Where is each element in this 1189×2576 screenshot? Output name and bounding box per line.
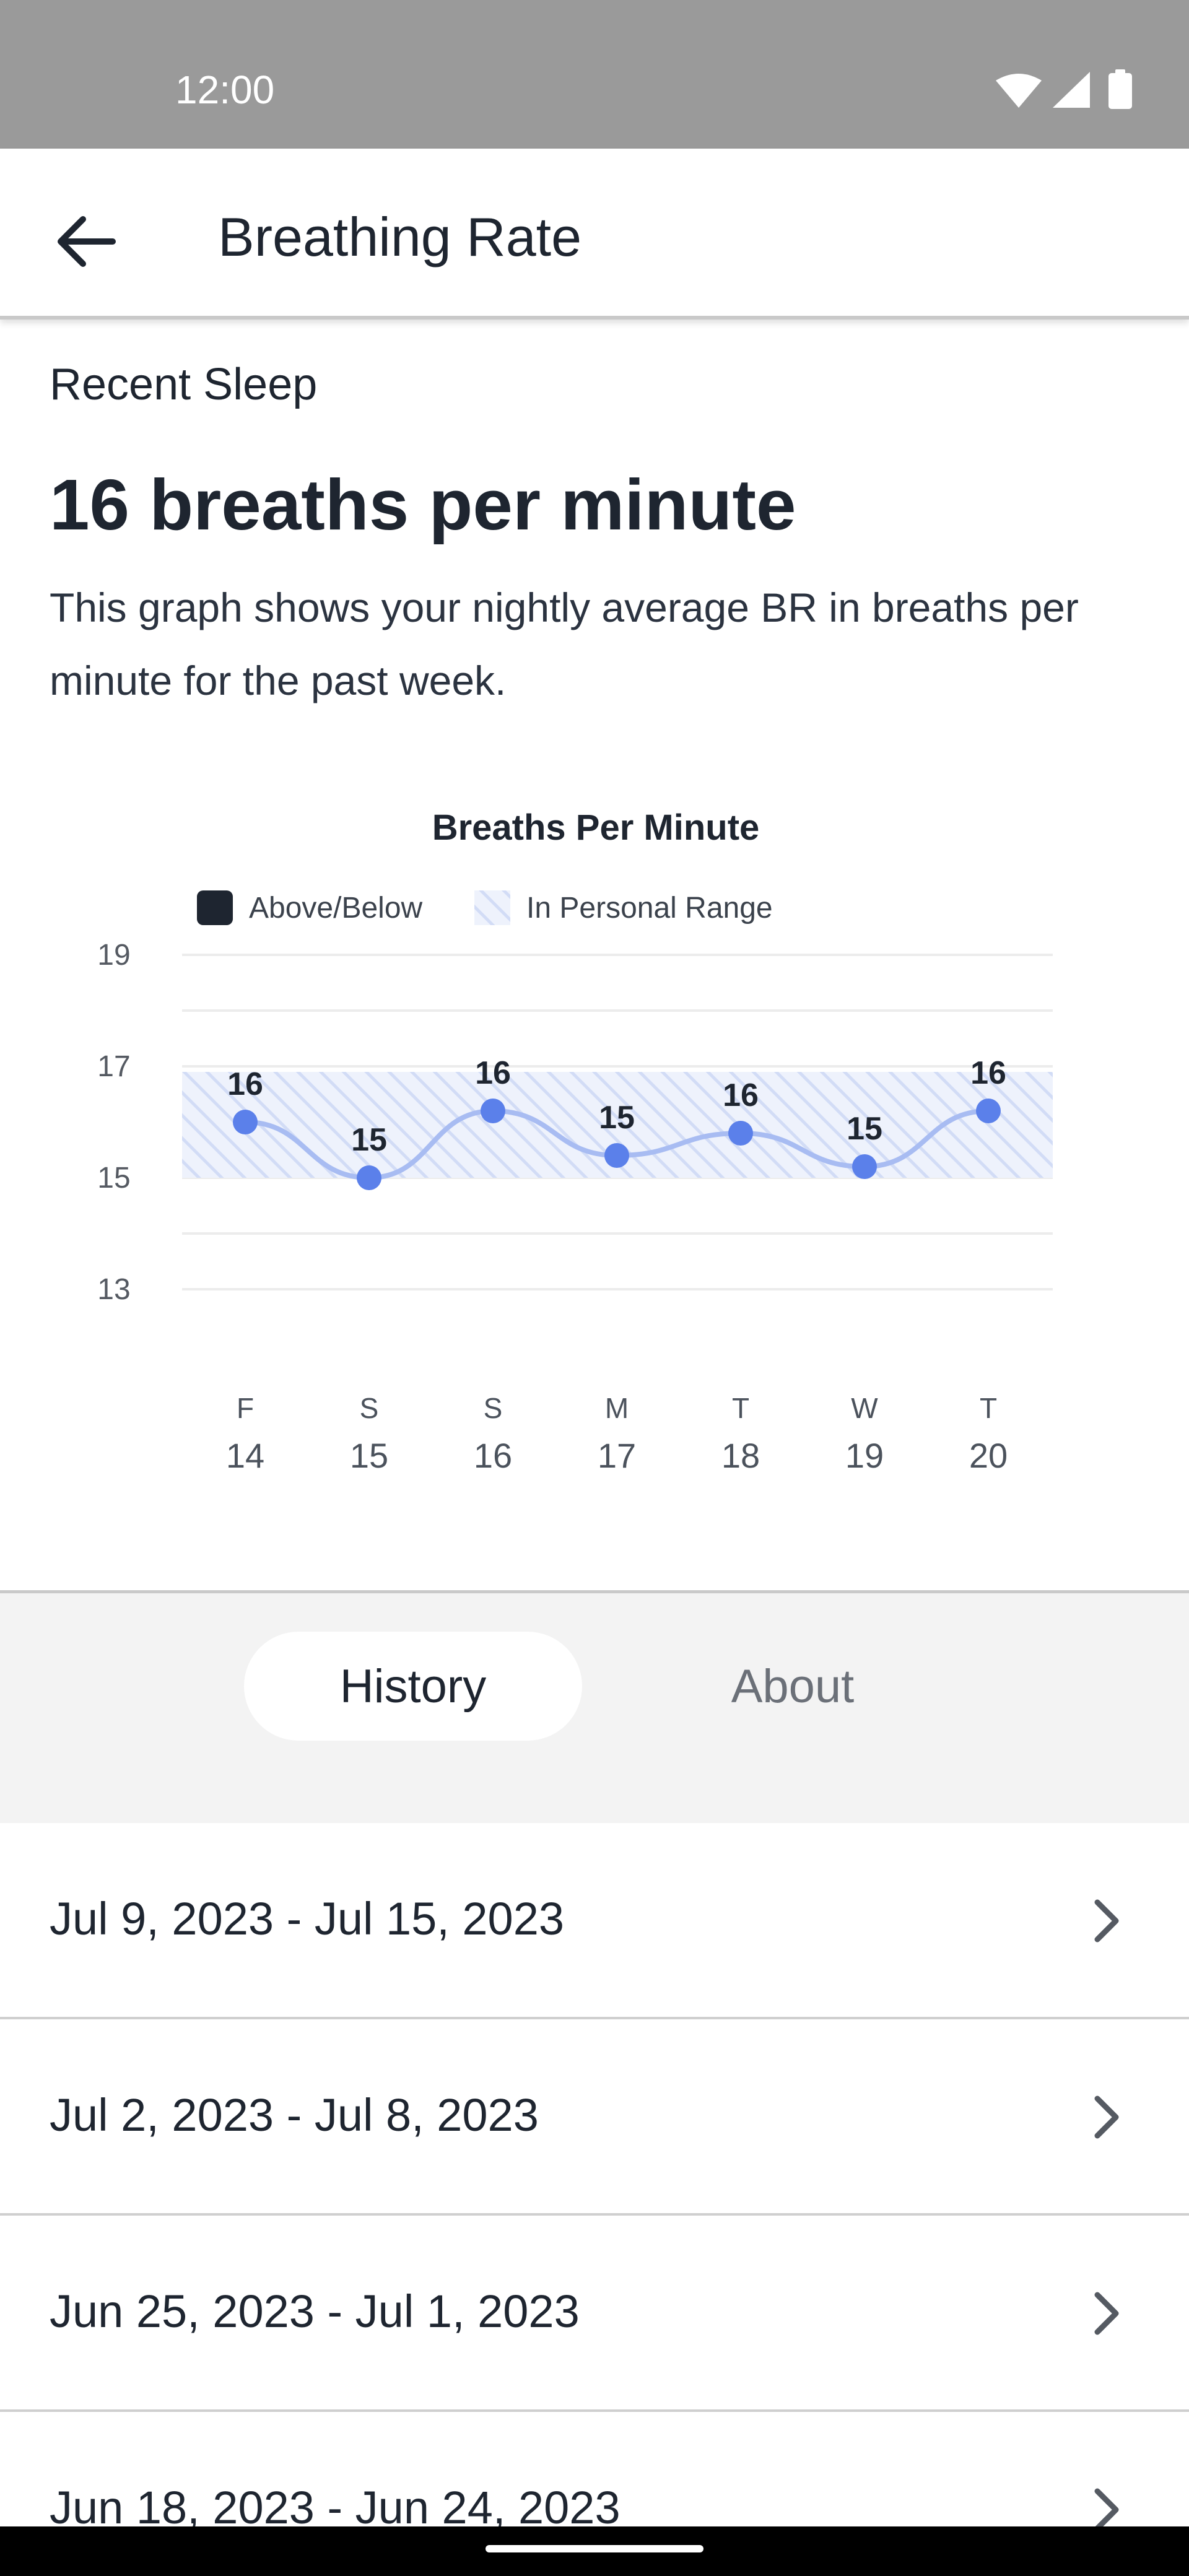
data-point (233, 1110, 258, 1134)
status-icons (996, 69, 1132, 109)
status-time: 12:00 (175, 67, 275, 112)
legend-swatch-personal-range (474, 890, 510, 925)
page-title: Breathing Rate (218, 206, 582, 268)
chevron-right-icon (1094, 2292, 1119, 2335)
y-tick-label: 13 (97, 1273, 130, 1306)
x-day-label: 18 (721, 1436, 760, 1475)
history-row[interactable]: Jul 9, 2023 - Jul 15, 2023 (0, 1823, 1189, 2019)
chevron-right-icon (1094, 2095, 1119, 2139)
x-weekday-label: W (851, 1392, 878, 1424)
x-day-label: 17 (598, 1436, 636, 1475)
x-day-label: 20 (969, 1436, 1008, 1475)
y-tick-label: 19 (97, 939, 130, 972)
chart-description: This graph shows your nightly average BR… (50, 585, 1079, 703)
tab-history[interactable]: History (244, 1632, 582, 1741)
history-row[interactable]: Jul 2, 2023 - Jul 8, 2023 (0, 2019, 1189, 2216)
y-tick-label: 17 (97, 1050, 130, 1083)
breathing-rate-headline: 16 breaths per minute (50, 464, 796, 545)
x-day-label: 15 (350, 1436, 388, 1475)
section-label: Recent Sleep (50, 360, 318, 409)
x-day-label: 16 (474, 1436, 512, 1475)
data-label: 15 (351, 1122, 387, 1158)
x-day-label: 14 (226, 1436, 264, 1475)
legend-label: Above/Below (249, 892, 423, 925)
tab-bar: History About (0, 1590, 1189, 1823)
breathing-rate-chart: Breaths Per Minute Above/Below In Persona… (0, 799, 1189, 1499)
legend-label: In Personal Range (526, 892, 773, 925)
system-nav-bar (0, 2526, 1189, 2576)
data-label: 15 (599, 1100, 635, 1136)
history-row-label: Jun 18, 2023 - Jun 24, 2023 (50, 2482, 621, 2533)
chart-legend: Above/Below In Personal Range (197, 890, 773, 925)
x-weekday-label: S (360, 1392, 379, 1424)
data-point (852, 1154, 877, 1179)
home-gesture-handle[interactable] (486, 2545, 703, 2552)
history-row-label: Jul 9, 2023 - Jul 15, 2023 (50, 1893, 565, 1944)
y-tick-label: 15 (97, 1162, 130, 1194)
chevron-right-icon (1094, 1899, 1119, 1943)
back-arrow-icon[interactable] (43, 198, 130, 285)
cellular-signal-icon (1053, 72, 1090, 108)
data-point (481, 1099, 505, 1123)
data-point (728, 1121, 753, 1146)
tab-about[interactable]: About (731, 1660, 855, 1713)
wifi-icon (996, 74, 1042, 108)
x-weekday-label: T (980, 1392, 997, 1424)
x-day-label: 19 (845, 1436, 884, 1475)
data-label: 16 (970, 1055, 1006, 1091)
chart-series: 16 15 16 15 16 15 16 (227, 1055, 1006, 1190)
battery-icon (1108, 73, 1132, 109)
history-row-label: Jun 25, 2023 - Jul 1, 2023 (50, 2286, 580, 2337)
history-row-label: Jul 2, 2023 - Jul 8, 2023 (50, 2089, 539, 2141)
app-bar: Breathing Rate (0, 149, 1189, 320)
chevron-right-icon (1094, 2488, 1119, 2531)
status-bar: 12:00 (0, 0, 1189, 149)
chart-title: Breaths Per Minute (432, 807, 760, 848)
data-label: 16 (227, 1066, 263, 1102)
legend-swatch-above-below (197, 890, 233, 925)
data-label: 15 (847, 1111, 882, 1147)
data-point (357, 1165, 381, 1190)
data-point (976, 1099, 1001, 1123)
x-weekday-label: T (732, 1392, 749, 1424)
history-row[interactable]: Jun 25, 2023 - Jul 1, 2023 (0, 2216, 1189, 2412)
data-label: 16 (475, 1055, 511, 1091)
x-weekday-label: M (605, 1392, 629, 1424)
data-point (604, 1143, 629, 1168)
data-label: 16 (723, 1077, 759, 1113)
x-weekday-label: F (237, 1392, 254, 1424)
chart-x-axis: F 14 S 15 S 16 M 17 T 18 W 19 T 20 (226, 1392, 1008, 1475)
x-weekday-label: S (484, 1392, 503, 1424)
history-list: Jul 9, 2023 - Jul 15, 2023 Jul 2, 2023 -… (0, 1823, 1189, 2576)
chart-svg: Breaths Per Minute Above/Below In Persona… (97, 807, 1053, 1475)
